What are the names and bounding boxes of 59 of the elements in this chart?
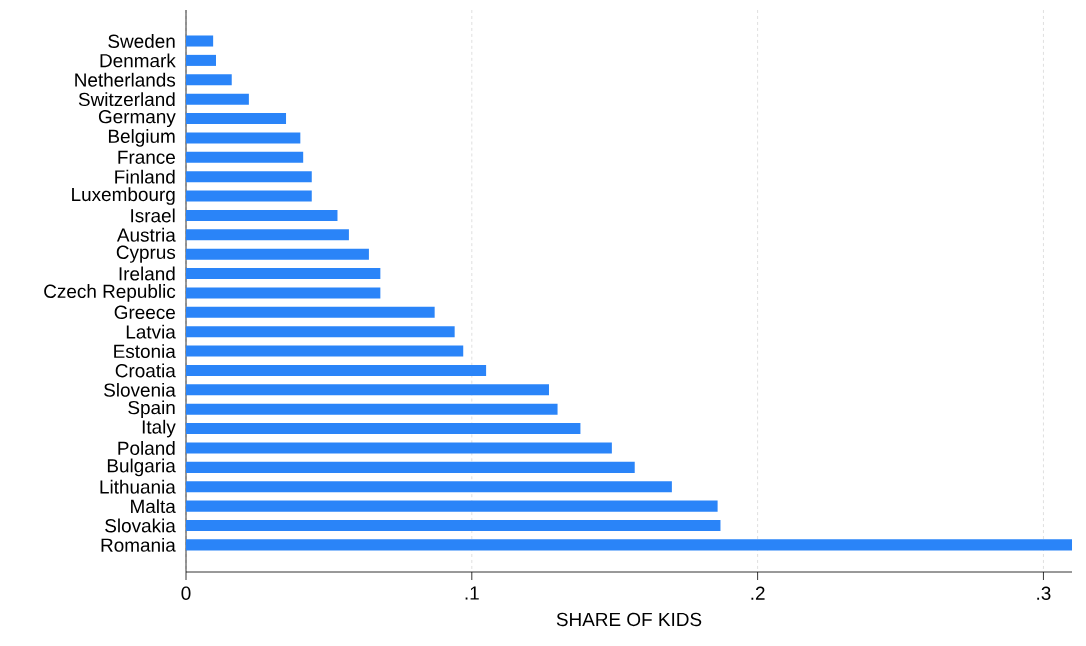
bar — [186, 93, 249, 105]
bar — [186, 442, 612, 454]
bar — [186, 35, 214, 47]
bar — [186, 519, 721, 532]
bar — [186, 171, 312, 183]
bar — [186, 151, 304, 163]
y-tick-label: Finland — [115, 169, 175, 184]
bar — [186, 287, 381, 299]
y-tick-label: Slovakia — [105, 518, 176, 533]
y-tick-label: Romania — [101, 537, 176, 552]
bar — [186, 229, 349, 241]
y-tick-label: Luxembourg — [72, 187, 175, 205]
y-tick-label: Spain — [128, 400, 175, 419]
bar — [186, 248, 369, 260]
y-tick-label: Cyprus — [116, 245, 176, 263]
bar — [186, 403, 558, 415]
y-tick-label: Lithuania — [100, 479, 176, 494]
y-tick-label: Slovenia — [104, 382, 176, 397]
y-tick-label: Estonia — [114, 344, 176, 359]
y-tick-label: Latvia — [126, 324, 176, 339]
y-tick-label: Bulgaria — [107, 458, 176, 477]
y-tick-label: Italy — [142, 419, 176, 438]
y-tick-label: Austria — [116, 227, 176, 242]
x-tick-label: .3 — [1037, 586, 1051, 600]
bar — [186, 268, 381, 280]
bar — [186, 54, 217, 66]
y-tick-label: Netherlands — [75, 72, 176, 87]
y-tick-label: Croatia — [115, 363, 176, 378]
bar — [186, 306, 435, 318]
x-tick-label: .2 — [751, 586, 765, 600]
bar — [186, 481, 672, 493]
bar — [186, 190, 312, 202]
y-tick-label: Sweden — [108, 34, 175, 48]
x-tick-label: .1 — [465, 586, 479, 600]
bar — [186, 113, 287, 125]
y-tick-label: Israel — [131, 208, 175, 223]
bar — [186, 326, 455, 338]
y-tick-label: Malta — [131, 499, 176, 514]
bar — [186, 500, 718, 512]
y-tick-label: Switzerland — [78, 92, 175, 107]
x-tick-label: 0 — [181, 586, 191, 600]
x-axis-title: SHARE OF KIDS — [556, 612, 702, 627]
y-tick-label: Germany — [98, 109, 176, 128]
y-tick-label: Greece — [114, 305, 175, 320]
y-tick-label: Poland — [118, 441, 175, 455]
bar — [186, 364, 487, 376]
bar — [186, 539, 1073, 551]
bar — [186, 132, 301, 144]
bar — [186, 209, 338, 221]
y-tick-label: France — [118, 150, 175, 164]
bar — [186, 345, 464, 357]
y-tick-label: Belgium — [108, 129, 175, 147]
y-tick-label: Czech Republic — [44, 284, 176, 302]
bar — [186, 423, 581, 435]
bar — [186, 384, 549, 396]
bar — [186, 74, 232, 86]
bar — [186, 461, 635, 473]
y-tick-label: Denmark — [100, 53, 176, 68]
y-tick-label: Ireland — [119, 266, 175, 281]
